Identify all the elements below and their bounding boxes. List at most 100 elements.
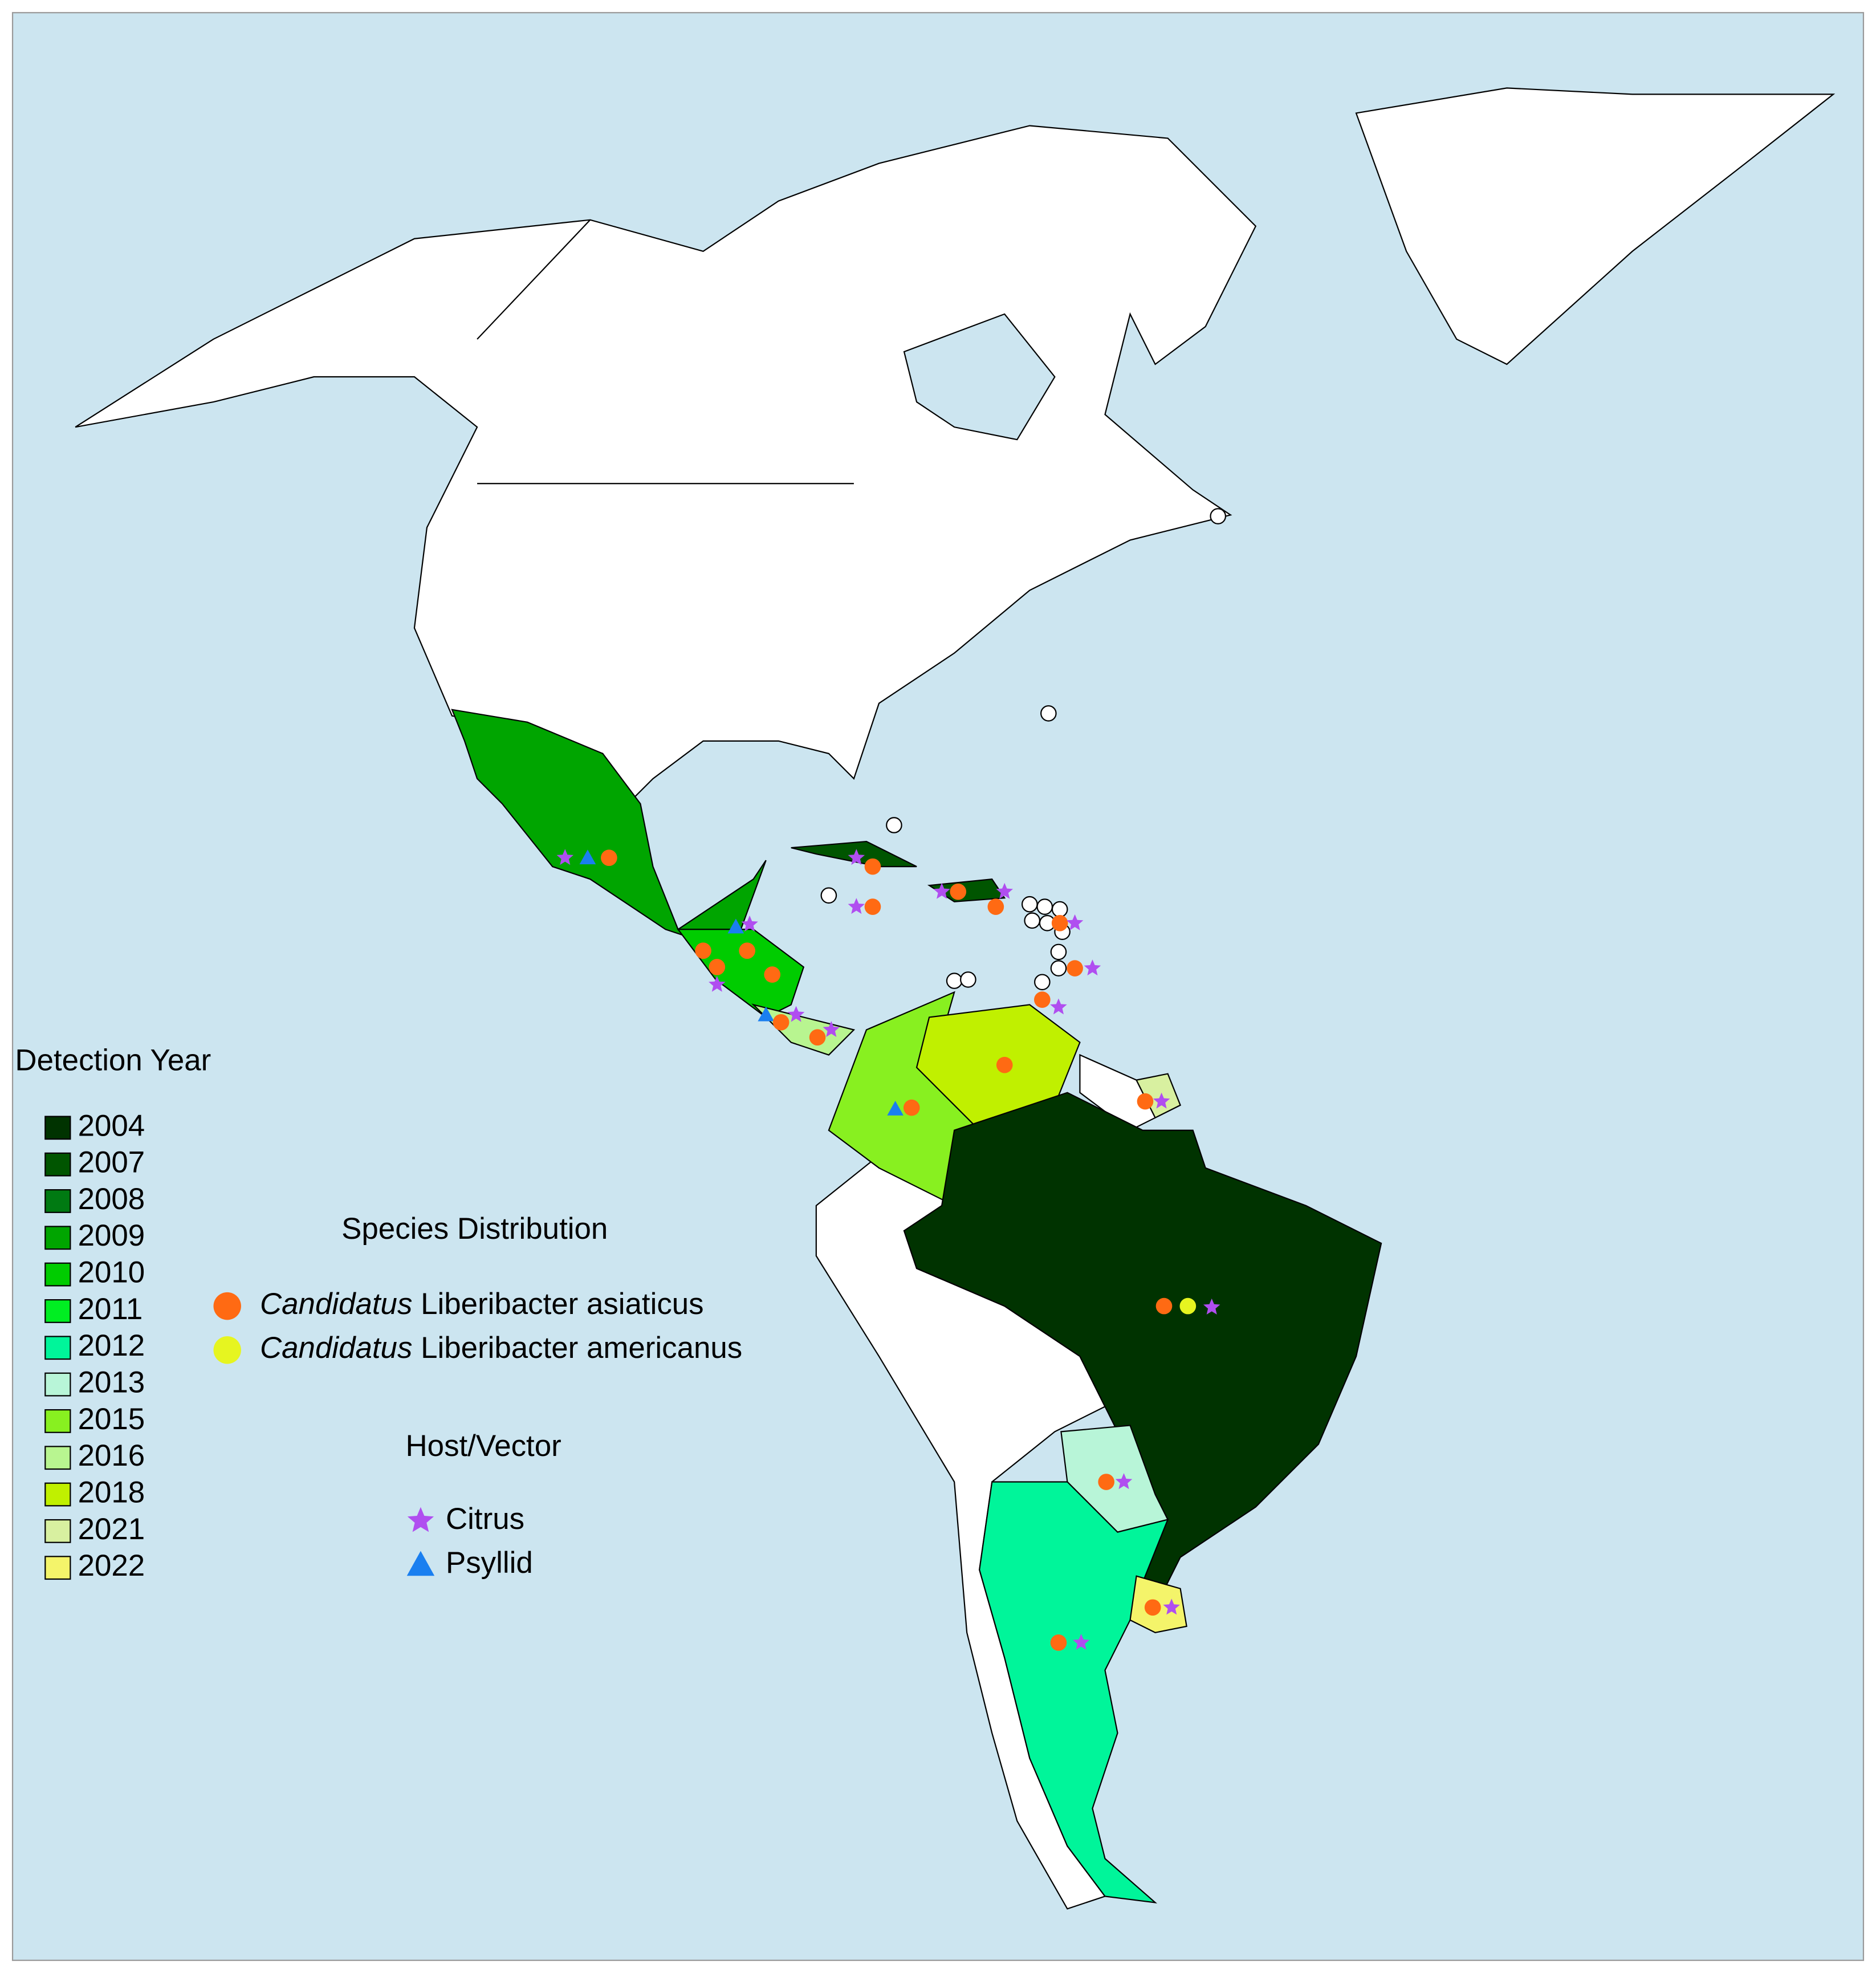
greenland [1355,87,1836,365]
island [1050,960,1067,977]
asiaticus-marker [1155,1297,1173,1315]
citrus-star [1066,914,1084,930]
hudson-bay [903,313,1056,441]
island [1050,943,1067,961]
citrus-star [1050,998,1067,1015]
species-name: Liberibacter americanus [421,1331,742,1365]
citrus-star [1115,1473,1133,1490]
citrus-star [933,882,950,899]
asiaticus-marker [1067,960,1083,977]
asiaticus-marker [1051,914,1068,931]
island [1036,898,1053,915]
citrus-star [741,916,758,932]
island [1040,705,1057,722]
guyanas [1079,1053,1157,1132]
citrus-star [848,898,865,914]
legend-swatch [44,1226,71,1250]
legend-label: 2011 [78,1292,143,1326]
citrus-star [1153,1092,1170,1109]
asiaticus-marker [864,898,881,915]
asiaticus-marker [809,1029,826,1046]
legend-swatch [44,1336,71,1360]
markers [556,849,1220,1651]
asiaticus-marker [950,883,967,900]
legend-label: 2009 [78,1219,145,1252]
legend-swatch [44,1409,71,1433]
legend-label: 2007 [78,1146,145,1179]
asiaticus-marker [1137,1093,1154,1110]
asiaticus-marker [996,1056,1013,1073]
asiaticus-marker [1034,991,1051,1008]
legend-swatch [44,1299,71,1323]
legend-label: 2010 [78,1256,145,1289]
asiaticus-marker [903,1099,920,1116]
legend-label: 2021 [78,1512,145,1546]
north-america [75,125,1257,805]
citrus-star [407,1507,434,1532]
island [1210,508,1227,524]
citrus-star [996,882,1014,899]
asiaticus-marker [764,966,781,983]
host-label: Citrus [446,1502,524,1536]
species-symbol [213,1292,241,1320]
psyllid-triangle [579,849,596,865]
legend-swatch [44,1372,71,1397]
citrus-star [1203,1298,1220,1315]
citrus-star [787,1006,805,1022]
asiaticus-marker [1050,1634,1067,1651]
legend-label: 2018 [78,1476,145,1510]
species-symbol [213,1336,241,1364]
border [477,219,854,485]
species-italic: Candidatus [260,1331,412,1365]
legend-label: 2012 [78,1329,145,1362]
citrus-star [556,849,574,865]
legend-swatch [44,1152,71,1177]
asiaticus-marker [601,849,617,867]
psyllid-triangle [727,918,744,934]
legend-label: 2016 [78,1439,145,1472]
species-name: Liberibacter asiaticus [421,1287,704,1321]
asiaticus-marker [1144,1599,1161,1616]
legend-swatch [44,1482,71,1507]
host-vector-legend: Citrus Psyllid [406,1502,533,1580]
species-title: Species Distribution [341,1212,608,1246]
americanus-marker [1179,1297,1197,1315]
legend-label: 2013 [78,1366,145,1400]
legend-swatch [44,1446,71,1470]
asiaticus-marker [739,942,755,959]
asiaticus-marker [772,1014,790,1031]
citrus-star [848,849,865,865]
species-label: Candidatus Liberibacter americanus [260,1331,742,1365]
legend-label: 2008 [78,1182,145,1216]
species-legend: Candidatus Liberibacter asiaticusCandida… [213,1287,742,1365]
island [1034,974,1051,991]
legend-title: Detection Year [15,1044,211,1077]
citrus-star [1163,1598,1180,1615]
island [1021,896,1038,913]
psyllid-triangle [406,1551,435,1576]
island [820,887,837,904]
citrus-star [823,1021,840,1038]
legend-label: 2022 [78,1549,145,1583]
species-italic: Candidatus [260,1287,412,1321]
island [886,817,902,833]
citrus-star [709,975,726,992]
islands [820,508,1227,991]
island [1024,912,1041,929]
citrus-star [1084,959,1101,976]
legend-swatch [44,1116,71,1140]
island [1051,901,1068,918]
psyllid-triangle [758,1006,775,1022]
species-label: Candidatus Liberibacter asiaticus [260,1287,704,1321]
host-vector-title: Host/Vector [406,1429,561,1463]
asiaticus-marker [695,942,711,959]
argentina [979,1481,1169,1903]
cuba [791,840,917,868]
citrus-star [1072,1634,1090,1650]
legend-swatch [44,1519,71,1543]
brazil [903,1092,1382,1609]
asiaticus-marker [1098,1474,1114,1490]
